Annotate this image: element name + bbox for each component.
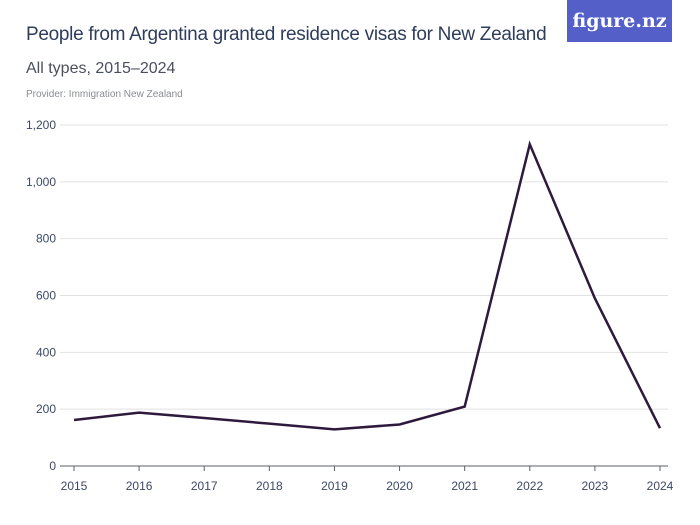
y-tick-label: 200 — [36, 402, 56, 416]
x-tick-label: 2018 — [256, 479, 283, 493]
y-tick-label: 1,200 — [26, 118, 56, 132]
x-tick-label: 2015 — [61, 479, 88, 493]
x-tick-label: 2021 — [451, 479, 478, 493]
y-tick-label: 400 — [36, 345, 56, 359]
x-tick-label: 2017 — [191, 479, 218, 493]
y-tick-label: 600 — [36, 289, 56, 303]
x-tick-label: 2022 — [516, 479, 543, 493]
data-provider: Provider: Immigration New Zealand — [26, 89, 183, 100]
y-tick-label: 800 — [36, 232, 56, 246]
x-tick-label: 2024 — [647, 479, 674, 493]
series-line — [73, 140, 662, 431]
figure-nz-logo[interactable]: figure.nz — [567, 0, 672, 42]
y-tick-label: 0 — [49, 459, 56, 473]
chart-subtitle: All types, 2015–2024 — [26, 60, 176, 77]
chart-title: People from Argentina granted residence … — [26, 24, 547, 45]
x-tick-label: 2016 — [126, 479, 153, 493]
x-tick-label: 2020 — [386, 479, 413, 493]
y-tick-label: 1,000 — [26, 175, 56, 189]
x-tick-label: 2023 — [582, 479, 609, 493]
x-tick-label: 2019 — [321, 479, 348, 493]
